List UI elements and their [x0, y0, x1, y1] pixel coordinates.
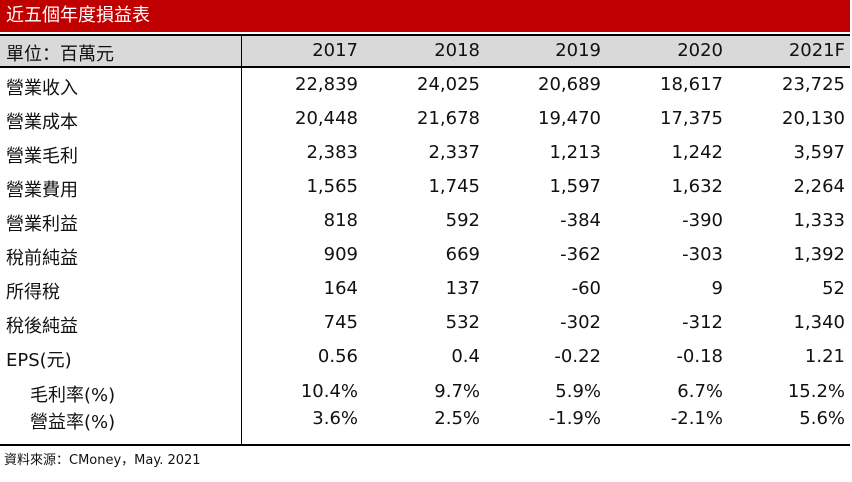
- table-cell: 17,375: [660, 108, 723, 129]
- table-cell: 1,333: [793, 210, 845, 231]
- table-cell: 1,565: [306, 176, 358, 197]
- table-title: 近五個年度損益表: [0, 0, 850, 32]
- table-cell: 1,242: [671, 142, 723, 163]
- table-cell: -60: [571, 278, 601, 299]
- table-cell: -384: [560, 210, 601, 231]
- table-cell: 0.4: [451, 346, 480, 367]
- table-cell: 20,130: [782, 108, 845, 129]
- table-cell: 20,448: [295, 108, 358, 129]
- table-cell: 2,337: [428, 142, 480, 163]
- year-header: 2020: [677, 40, 723, 61]
- table-bottom-border: [0, 444, 850, 446]
- table-cell: -2.1%: [670, 408, 723, 429]
- table-cell: 19,470: [538, 108, 601, 129]
- row-label: EPS(元): [6, 350, 72, 371]
- table-cell: 3,597: [793, 142, 845, 163]
- table-cell: -0.18: [676, 346, 723, 367]
- income-statement-table: 單位：百萬元 2017 2018 2019 2020 2021F 營業收入 22…: [0, 34, 850, 446]
- year-header: 2017: [312, 40, 358, 61]
- table-cell: 15.2%: [787, 381, 845, 402]
- row-label: 營業毛利: [6, 146, 78, 167]
- row-label: 營業費用: [6, 180, 78, 201]
- row-label: 毛利率(%): [30, 385, 116, 406]
- table-cell: 20,689: [538, 74, 601, 95]
- table-cell: 24,025: [417, 74, 480, 95]
- row-label: 營業收入: [6, 78, 78, 99]
- table-cell: 10.4%: [300, 381, 358, 402]
- table-cell: 532: [445, 312, 480, 333]
- table-cell: 18,617: [660, 74, 723, 95]
- table-cell: 22,839: [295, 74, 358, 95]
- table-cell: 1,213: [549, 142, 601, 163]
- table-cell: -312: [682, 312, 723, 333]
- column-divider: [241, 34, 242, 446]
- table-cell: 3.6%: [312, 408, 358, 429]
- unit-label: 單位：百萬元: [6, 44, 114, 65]
- row-label: 稅後純益: [6, 316, 78, 337]
- table-cell: 2,264: [793, 176, 845, 197]
- table-cell: 9: [711, 278, 723, 299]
- table-cell: 5.6%: [799, 408, 845, 429]
- table-cell: 52: [822, 278, 845, 299]
- table-cell: -1.9%: [548, 408, 601, 429]
- table-cell: 23,725: [782, 74, 845, 95]
- table-cell: -303: [682, 244, 723, 265]
- table-cell: -0.22: [554, 346, 601, 367]
- table-header-row: [0, 34, 850, 68]
- row-label: 所得稅: [6, 282, 60, 303]
- table-cell: 1,745: [428, 176, 480, 197]
- table-cell: 6.7%: [677, 381, 723, 402]
- table-cell: 2.5%: [434, 408, 480, 429]
- table-cell: -362: [560, 244, 601, 265]
- year-header: 2021F: [788, 40, 845, 61]
- table-cell: 164: [323, 278, 358, 299]
- row-label: 營業成本: [6, 112, 78, 133]
- table-cell: 745: [323, 312, 358, 333]
- table-cell: 0.56: [317, 346, 358, 367]
- year-header: 2019: [555, 40, 601, 61]
- table-cell: 137: [445, 278, 480, 299]
- table-cell: 9.7%: [434, 381, 480, 402]
- year-header: 2018: [434, 40, 480, 61]
- table-cell: 1,597: [549, 176, 601, 197]
- table-cell: 909: [323, 244, 358, 265]
- table-cell: 592: [445, 210, 480, 231]
- table-cell: 21,678: [417, 108, 480, 129]
- table-cell: 669: [445, 244, 480, 265]
- source-note: 資料來源：CMoney，May. 2021: [4, 453, 201, 468]
- table-cell: 1.21: [804, 346, 845, 367]
- table-cell: 2,383: [306, 142, 358, 163]
- table-cell: -390: [682, 210, 723, 231]
- row-label: 營業利益: [6, 214, 78, 235]
- row-label: 稅前純益: [6, 248, 78, 269]
- table-cell: 1,392: [793, 244, 845, 265]
- table-cell: 5.9%: [555, 381, 601, 402]
- row-label: 營益率(%): [30, 412, 116, 433]
- table-cell: 1,632: [671, 176, 723, 197]
- table-cell: 1,340: [793, 312, 845, 333]
- table-cell: 818: [323, 210, 358, 231]
- table-cell: -302: [560, 312, 601, 333]
